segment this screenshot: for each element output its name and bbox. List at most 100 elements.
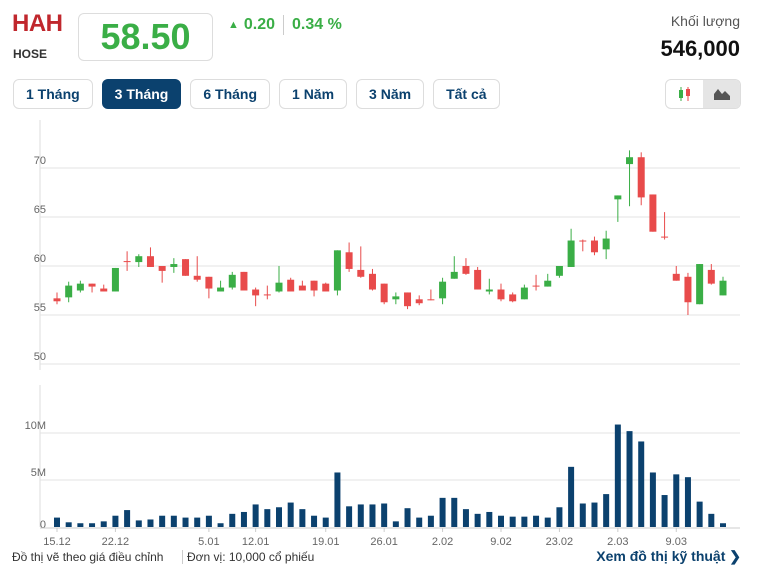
volume-bar [54, 517, 60, 527]
volume-bar [486, 511, 493, 527]
candle-body [392, 296, 400, 300]
volume-bar [276, 507, 282, 527]
exchange-label: HOSE [13, 47, 48, 61]
candle-body [217, 287, 225, 292]
x-tick-label: 23.02 [546, 536, 574, 545]
tab-3-year[interactable]: 3 Năm [356, 79, 425, 109]
candle-body [368, 273, 376, 290]
candle-body [275, 282, 283, 292]
tab-1-month[interactable]: 1 Tháng [13, 79, 93, 109]
candle-body [474, 269, 482, 290]
candle-body [719, 280, 727, 296]
technical-chart-link[interactable]: Xem đồ thị kỹ thuật ❯ [596, 548, 741, 565]
candle-body [135, 256, 143, 263]
volume-bar [427, 515, 434, 527]
stock-symbol: HAH [12, 10, 63, 37]
candle-body [228, 274, 236, 288]
candle-body [602, 238, 610, 250]
volume-bar [439, 497, 446, 527]
volume-bar [498, 515, 504, 527]
link-label: Xem đồ thị kỹ thuật [596, 548, 726, 564]
candle-body [287, 279, 295, 292]
candle-body [497, 289, 505, 300]
price-tick-label: 50 [34, 351, 46, 363]
candle-body [427, 299, 435, 301]
volume-bar [533, 515, 540, 527]
volume-bar [708, 513, 715, 527]
volume-bar [404, 508, 411, 527]
candle-body [146, 256, 154, 267]
x-tick-label: 5.01 [198, 536, 219, 545]
x-tick-label: 12.01 [242, 536, 270, 545]
change-percent: 0.34 % [292, 16, 342, 33]
volume-bar [135, 520, 142, 527]
candle-body [333, 250, 341, 291]
volume-bar [240, 511, 247, 527]
unit-note: Đơn vị: 10,000 cổ phiếu [182, 550, 314, 564]
tab-all[interactable]: Tất cả [433, 79, 500, 109]
x-tick-label: 19.01 [312, 536, 340, 545]
volume-bar [544, 517, 551, 527]
volume-bar [89, 523, 96, 527]
candle-body [637, 157, 645, 198]
volume-bar [299, 509, 306, 527]
price-change: ▲ 0.20 0.34 % [228, 15, 342, 35]
price-tick-label: 65 [34, 204, 46, 216]
candle-body [252, 289, 260, 296]
volume-bar [334, 472, 341, 527]
candlestick-button[interactable] [666, 80, 703, 108]
candle-body [123, 261, 131, 263]
volume-bar [194, 517, 201, 527]
tab-3-month[interactable]: 3 Tháng [101, 79, 182, 109]
price-tick-label: 70 [34, 155, 46, 167]
candle-body [532, 285, 540, 287]
candle-body [707, 269, 715, 284]
volume-bar [170, 515, 177, 527]
price-volume-chart[interactable]: 50 55 60 65 70 0 5M 10M 15.12 22.12 5.01 12.01 19.01… [0, 115, 763, 545]
candle-body [193, 275, 201, 280]
candle-body [170, 264, 178, 267]
volume-bar [357, 504, 364, 527]
candle-body [509, 294, 517, 302]
price-tick-label: 60 [34, 253, 46, 265]
area-chart-icon [713, 89, 730, 100]
x-tick-label: 2.02 [432, 536, 453, 545]
volume-bar [661, 495, 668, 527]
volume-value: 546,000 [660, 36, 740, 61]
volume-bar [182, 517, 189, 527]
candle-body [462, 266, 470, 274]
candle-body [240, 271, 248, 291]
candle-body [649, 194, 657, 232]
current-price: 58.50 [78, 13, 213, 61]
volume-bar [159, 515, 166, 527]
tab-1-year[interactable]: 1 Năm [279, 79, 348, 109]
tab-6-month[interactable]: 6 Tháng [190, 79, 271, 109]
price-tick-label: 55 [34, 302, 46, 314]
volume-bar [65, 522, 72, 527]
volume-bar [229, 513, 236, 527]
volume-bar [264, 509, 271, 527]
candle-body [579, 240, 587, 242]
volume-label: Khối lượng [670, 13, 740, 29]
candle-body [567, 240, 575, 267]
volume-bar [77, 523, 84, 527]
adjusted-price-note: Đồ thị vẽ theo giá điều chỉnh [12, 550, 164, 564]
candle-body [322, 283, 330, 292]
candle-body [205, 276, 213, 289]
volume-bar [591, 502, 598, 527]
candle-body [544, 280, 552, 287]
volume-tick-label: 5M [31, 467, 46, 479]
volume-bar [626, 431, 633, 527]
volume-bar [311, 515, 318, 527]
candle-body [345, 252, 353, 269]
area-chart-button[interactable] [703, 80, 740, 108]
candle-body [111, 267, 119, 292]
candle-body [696, 264, 704, 305]
volume-bar [603, 494, 610, 527]
arrow-up-icon: ▲ [228, 19, 239, 31]
volume-tick-label: 0 [40, 519, 46, 531]
volume-bar [124, 510, 131, 527]
candle-body [65, 285, 73, 298]
volume-bar [100, 521, 107, 527]
candle-body [53, 298, 61, 302]
